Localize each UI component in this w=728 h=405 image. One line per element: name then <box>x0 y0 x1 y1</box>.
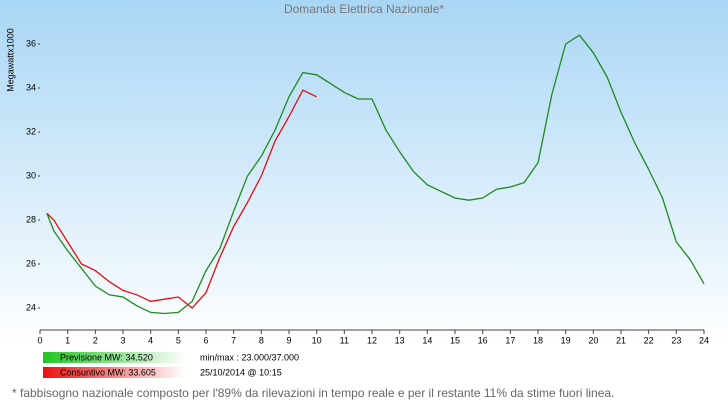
x-tick-label: 12 <box>367 335 377 345</box>
x-tick-label: 21 <box>616 335 626 345</box>
x-tick-label: 20 <box>588 335 598 345</box>
timestamp: 25/10/2014 @ 10:15 <box>200 367 282 377</box>
y-tick-label: 26 <box>26 258 36 268</box>
x-tick-label: 2 <box>93 335 98 345</box>
x-tick-label: 16 <box>478 335 488 345</box>
x-tick-label: 6 <box>203 335 208 345</box>
y-tick-label: 30 <box>26 170 36 180</box>
chart-title: Domanda Elettrica Nazionale* <box>284 2 444 16</box>
x-tick-label: 14 <box>422 335 432 345</box>
y-tick-label: 28 <box>26 214 36 224</box>
legend-swatch <box>43 352 185 363</box>
y-tick-label: 36 <box>26 38 36 48</box>
footnote: * fabbisogno nazionale composto per l'89… <box>12 386 614 400</box>
x-tick-label: 8 <box>259 335 264 345</box>
x-tick-label: 0 <box>37 335 42 345</box>
y-tick-label: 24 <box>26 302 36 312</box>
x-tick-label: 17 <box>505 335 515 345</box>
x-tick-label: 4 <box>148 335 153 345</box>
x-tick-label: 22 <box>644 335 654 345</box>
x-tick-label: 18 <box>533 335 543 345</box>
x-tick-label: 11 <box>340 335 349 345</box>
y-axis-label: Megawattx1000 <box>5 28 15 92</box>
legend-label: Consuntivo MW: 33.605 <box>60 367 156 377</box>
x-tick-label: 5 <box>176 335 181 345</box>
series-line <box>46 89 317 309</box>
x-tick-label: 24 <box>699 335 709 345</box>
y-tick-label: 32 <box>26 126 36 136</box>
legend-label: Previsione MW: 34.520 <box>60 352 153 362</box>
x-tick-label: 3 <box>120 335 125 345</box>
x-tick-label: 1 <box>65 335 70 345</box>
y-tick-label: 34 <box>26 82 36 92</box>
legend-swatch <box>43 367 185 378</box>
x-tick-label: 19 <box>561 335 571 345</box>
x-tick-label: 10 <box>312 335 322 345</box>
minmax: min/max : 23.000/37.000 <box>200 352 299 362</box>
series-line <box>46 34 705 315</box>
x-tick-label: 7 <box>231 335 236 345</box>
x-tick-label: 13 <box>395 335 405 345</box>
x-tick-label: 15 <box>450 335 460 345</box>
x-tick-label: 9 <box>286 335 291 345</box>
x-tick-label: 23 <box>671 335 681 345</box>
